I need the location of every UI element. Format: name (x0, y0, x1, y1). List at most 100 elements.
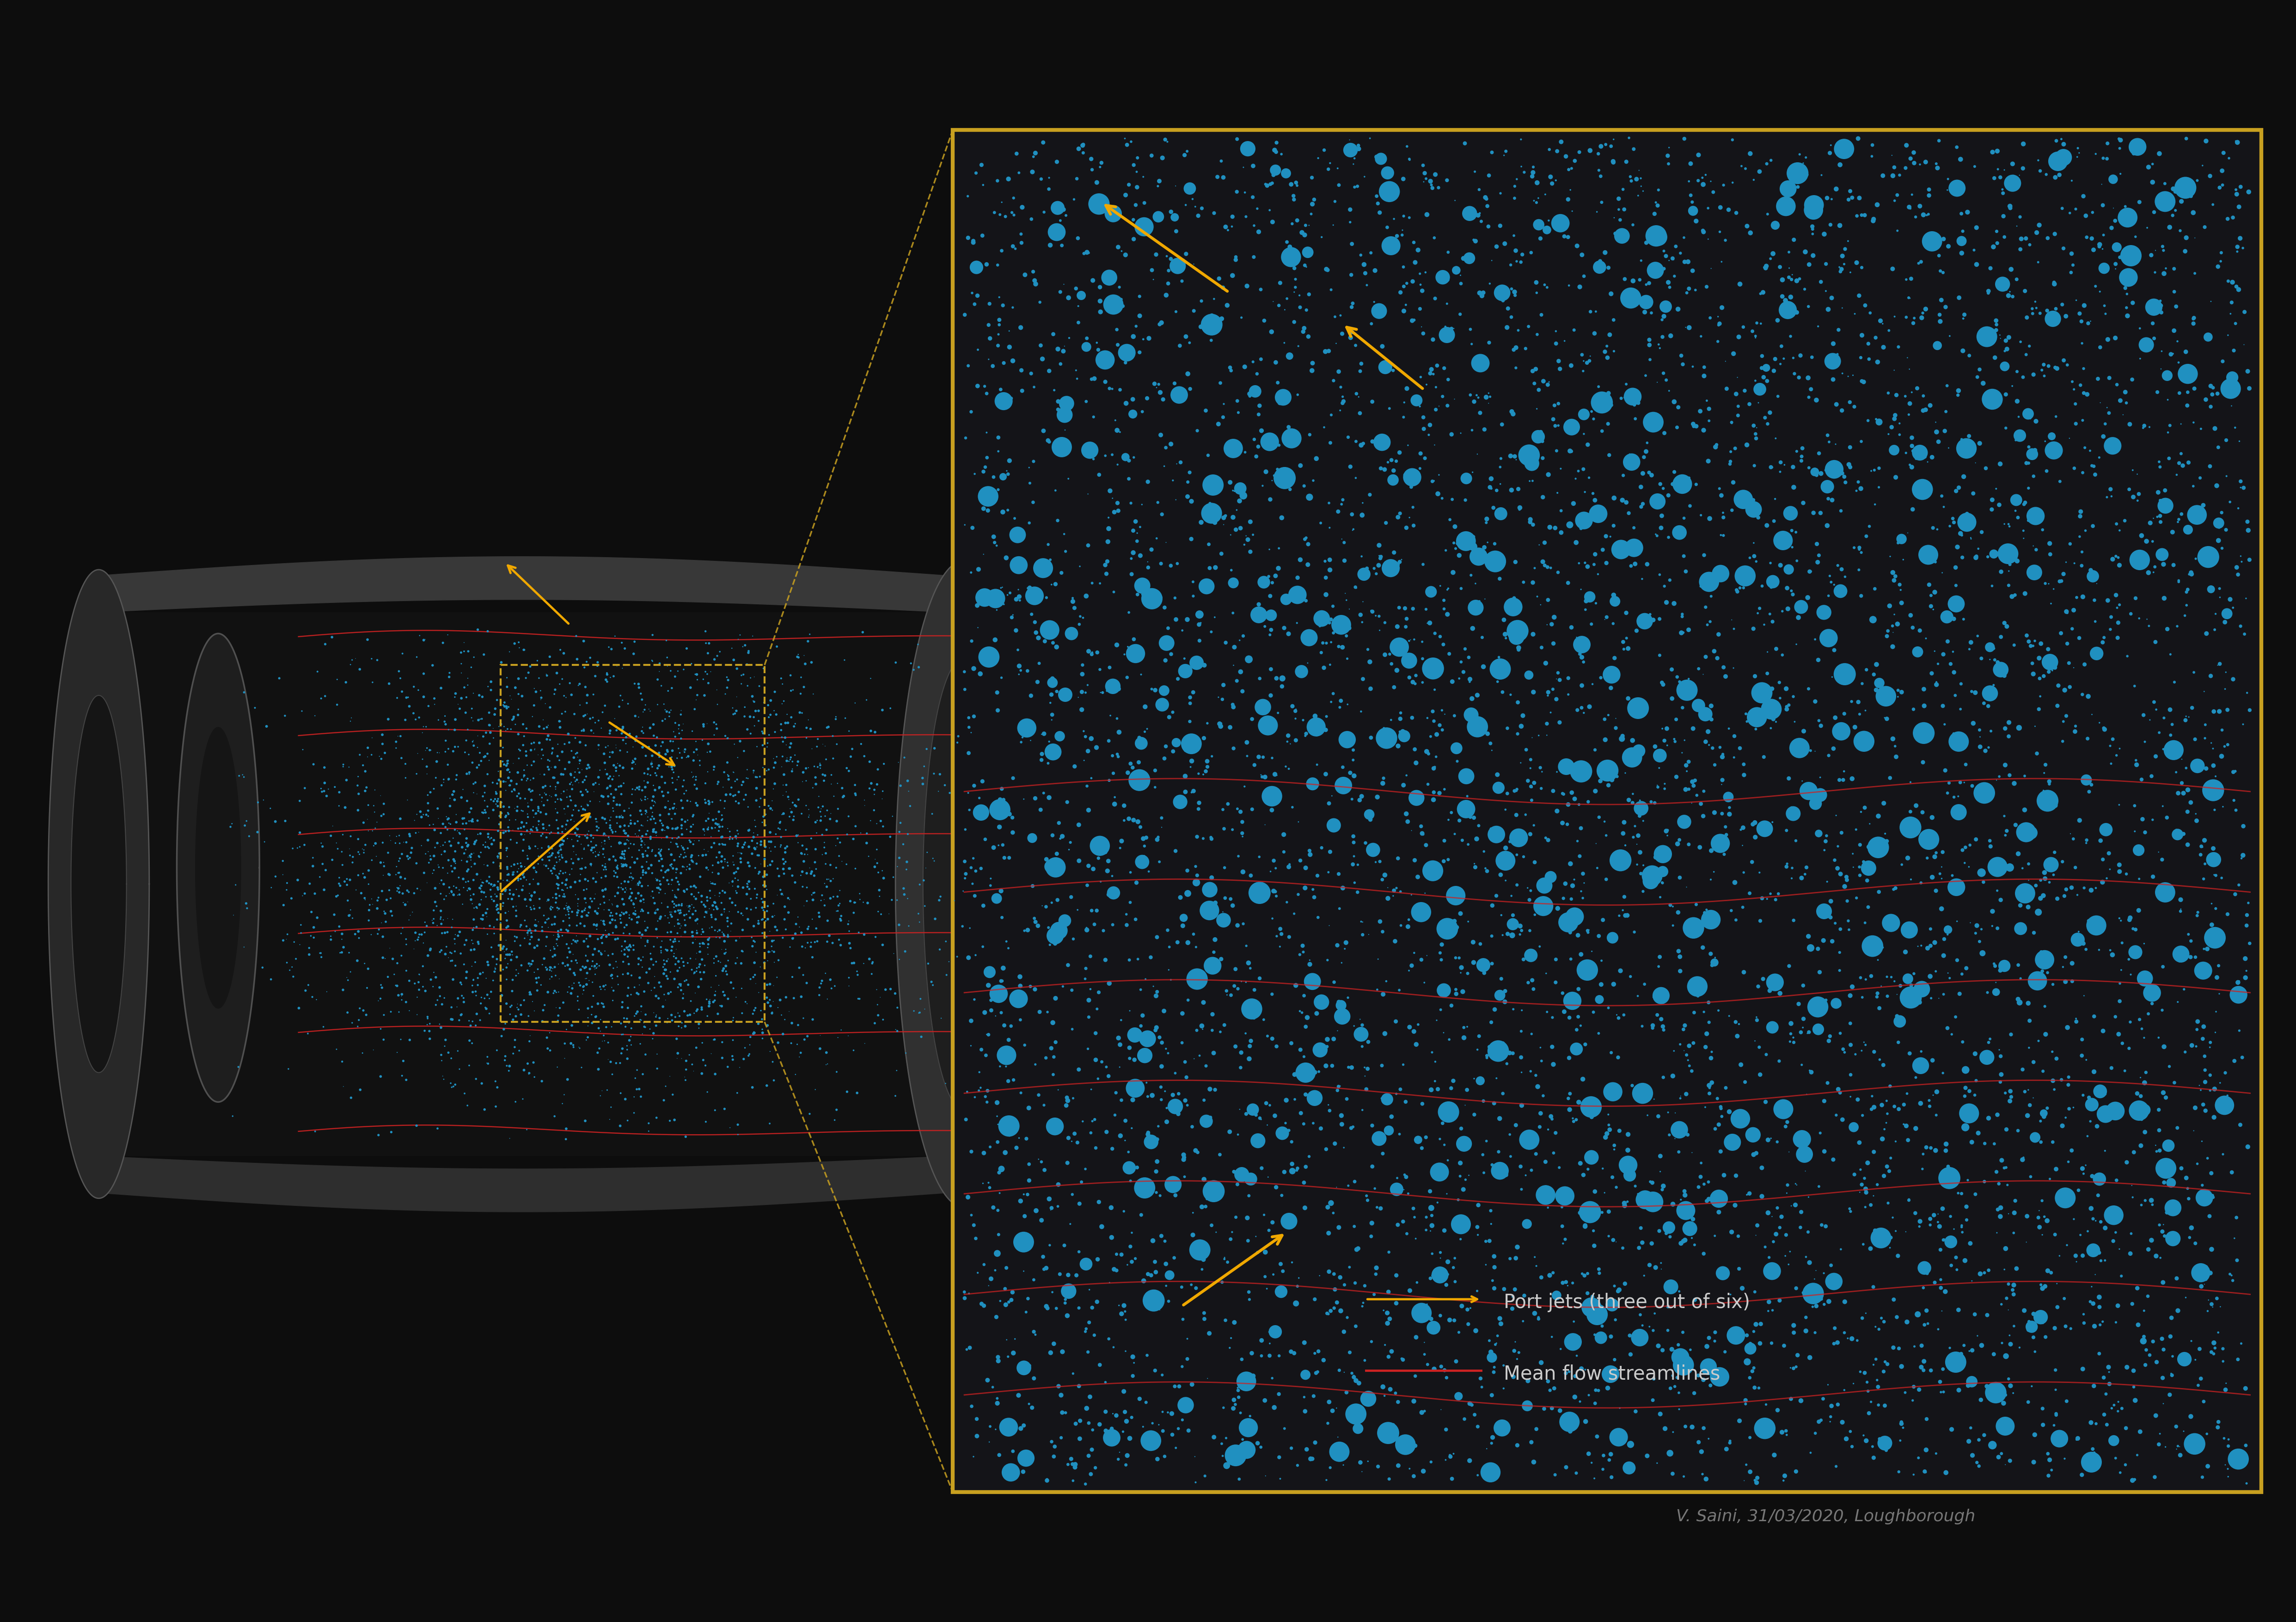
Point (1263, 504, 1300, 530)
Point (1798, 790, 1835, 816)
Point (1979, 1197, 2016, 1223)
Point (2080, 1285, 2117, 1311)
Point (2002, 329, 2039, 355)
Point (1626, 491, 1662, 517)
Point (2064, 183, 2101, 209)
Point (661, 928, 698, 954)
Point (2043, 127, 2080, 152)
Point (1692, 1045, 1729, 1071)
Point (1288, 237, 1325, 263)
Point (767, 835, 804, 861)
Point (1224, 1346, 1261, 1372)
Point (1984, 558, 2020, 584)
Point (1938, 881, 1975, 907)
Point (487, 835, 523, 861)
Point (2039, 693, 2076, 719)
Point (1327, 587, 1364, 613)
Point (1993, 1083, 2030, 1109)
Point (1178, 967, 1215, 993)
Point (441, 733, 478, 759)
Point (2163, 1442, 2200, 1468)
Point (491, 772, 528, 798)
Point (1029, 428, 1065, 454)
Point (1915, 821, 1952, 847)
Point (523, 785, 560, 811)
Point (1660, 1278, 1697, 1304)
Point (804, 970, 840, 996)
Point (1242, 879, 1279, 905)
Point (1603, 725, 1639, 751)
Point (1906, 749, 1942, 775)
Point (2131, 1001, 2167, 1027)
Point (505, 863, 542, 889)
Point (1150, 1400, 1187, 1426)
Point (393, 902, 429, 928)
Point (308, 783, 344, 809)
Point (537, 978, 574, 1004)
Point (1102, 1007, 1139, 1033)
Point (1075, 856, 1111, 882)
Point (2188, 128, 2225, 154)
Point (418, 894, 455, 920)
Point (2108, 271, 2144, 297)
Point (1596, 1273, 1632, 1299)
Point (1143, 1398, 1180, 1424)
Point (585, 991, 622, 1017)
Point (673, 819, 709, 845)
Point (1077, 1135, 1114, 1161)
Point (505, 925, 542, 950)
Point (1054, 1445, 1091, 1471)
Point (535, 764, 572, 790)
Point (971, 1413, 1008, 1439)
Point (1171, 684, 1208, 710)
Point (450, 665, 487, 691)
Point (468, 895, 505, 921)
Point (675, 873, 712, 899)
Point (748, 947, 785, 973)
Point (276, 929, 312, 955)
Point (2206, 1426, 2243, 1452)
Point (647, 706, 684, 732)
Point (266, 808, 303, 834)
Point (760, 1030, 797, 1056)
Point (613, 782, 650, 808)
Point (1235, 427, 1272, 453)
Point (833, 736, 870, 762)
Point (1035, 321, 1072, 347)
Point (2154, 1195, 2190, 1221)
Point (1173, 527, 1210, 553)
Point (455, 973, 491, 999)
Point (792, 1101, 829, 1127)
Point (1446, 529, 1483, 555)
Point (606, 817, 643, 843)
Point (2103, 127, 2140, 152)
Point (1642, 607, 1678, 633)
Point (2112, 1173, 2149, 1199)
Point (1130, 386, 1166, 412)
Point (1295, 1109, 1332, 1135)
Point (1405, 415, 1442, 441)
Point (1412, 1448, 1449, 1474)
Point (544, 701, 581, 727)
Point (1430, 1249, 1467, 1275)
Point (1809, 743, 1846, 769)
Point (1768, 1242, 1805, 1268)
Point (951, 1335, 987, 1361)
Point (2128, 1337, 2165, 1362)
Point (1688, 1189, 1724, 1215)
Point (721, 626, 758, 652)
Point (1915, 597, 1952, 623)
Point (533, 858, 569, 884)
Point (1802, 162, 1839, 188)
Point (1919, 1317, 1956, 1343)
Point (976, 529, 1013, 555)
Point (1626, 972, 1662, 998)
Point (1770, 693, 1807, 719)
Point (1561, 139, 1598, 165)
Point (1784, 1199, 1821, 1225)
Point (1653, 686, 1690, 712)
Point (2108, 1452, 2144, 1478)
Point (1642, 944, 1678, 970)
Point (636, 816, 673, 842)
Point (597, 757, 634, 783)
